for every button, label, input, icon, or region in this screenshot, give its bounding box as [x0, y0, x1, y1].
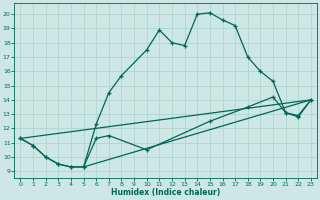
X-axis label: Humidex (Indice chaleur): Humidex (Indice chaleur) [111, 188, 220, 197]
